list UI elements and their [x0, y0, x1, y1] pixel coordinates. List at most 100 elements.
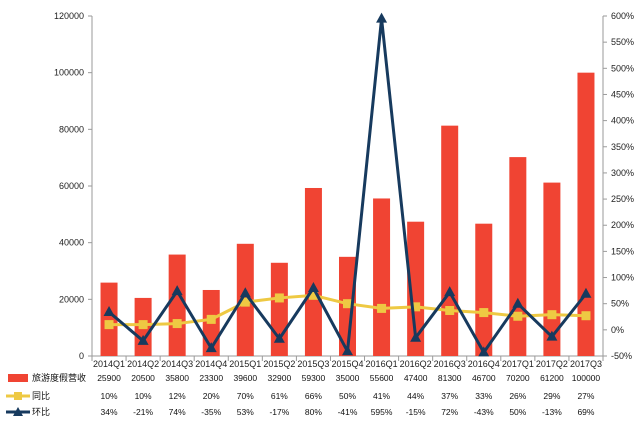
data-label-yoy: 10%	[135, 391, 152, 401]
left-tick-label: 80000	[59, 124, 84, 134]
data-label-qoq: -21%	[133, 407, 153, 417]
data-label-yoy: 26%	[509, 391, 526, 401]
right-tick-label: -50%	[611, 351, 632, 361]
legend-label-revenue: 旅游度假营收	[32, 372, 86, 384]
x-tick-label: 2016Q4	[468, 359, 500, 369]
x-tick-label: 2017Q1	[502, 359, 534, 369]
data-label-yoy: 33%	[475, 391, 492, 401]
data-label-revenue: 100000	[572, 373, 601, 383]
right-tick-label: 400%	[611, 116, 634, 126]
data-label-revenue: 39600	[233, 373, 257, 383]
point-qoq	[205, 342, 217, 353]
point-qoq	[342, 345, 353, 356]
point-qoq	[478, 346, 490, 357]
point-yoy	[172, 319, 182, 329]
data-label-yoy: 29%	[543, 391, 560, 401]
left-tick-label: 60000	[59, 181, 84, 191]
data-label-qoq: 50%	[509, 407, 526, 417]
data-label-qoq: 34%	[101, 407, 118, 417]
x-tick-label: 2014Q3	[161, 359, 193, 369]
data-label-yoy: 27%	[577, 391, 594, 401]
point-qoq	[137, 334, 149, 345]
left-tick-label: 40000	[59, 238, 84, 248]
axes-layer: 0 20000 40000 60000 80000 100000 120000 -50% 0% 5…	[54, 11, 634, 369]
bar-revenue	[577, 72, 595, 357]
x-tick-label: 2014Q1	[93, 359, 125, 369]
x-tick-label: 2016Q1	[366, 359, 398, 369]
data-label-yoy: 41%	[373, 391, 390, 401]
right-tick-label: 0%	[611, 325, 624, 335]
right-tick-label: 450%	[611, 89, 634, 99]
bar-revenue	[100, 282, 118, 356]
right-tick-label: 200%	[611, 220, 634, 230]
bar-revenue	[168, 254, 186, 356]
point-qoq	[376, 12, 388, 23]
point-yoy	[513, 311, 523, 321]
point-qoq	[171, 285, 183, 296]
data-label-qoq: 69%	[577, 407, 594, 417]
data-label-yoy: 50%	[339, 391, 356, 401]
point-yoy	[206, 314, 216, 324]
x-tick-label: 2015Q3	[297, 359, 329, 369]
point-yoy	[104, 320, 114, 330]
data-label-qoq: 595%	[371, 407, 393, 417]
point-qoq	[444, 286, 456, 297]
x-tick-label: 2015Q4	[331, 359, 363, 369]
data-label-qoq: 72%	[441, 407, 458, 417]
data-label-revenue: 32900	[268, 373, 292, 383]
data-label-qoq: -17%	[269, 407, 289, 417]
x-tick-label: 2014Q4	[195, 359, 227, 369]
lines-layer	[103, 12, 592, 357]
data-label-yoy: 70%	[237, 391, 254, 401]
right-tick-label: 50%	[611, 299, 629, 309]
point-yoy	[581, 311, 591, 321]
right-tick-label: 150%	[611, 246, 634, 256]
point-qoq	[410, 331, 422, 342]
data-label-qoq: -13%	[542, 407, 562, 417]
data-label-qoq: 80%	[305, 407, 322, 417]
right-tick-label: 550%	[611, 37, 634, 47]
point-yoy	[343, 299, 352, 309]
data-label-revenue: 59300	[302, 373, 326, 383]
right-tick-label: 100%	[611, 273, 634, 283]
data-label-revenue: 61200	[540, 373, 564, 383]
data-label-revenue: 25900	[97, 373, 121, 383]
bar-revenue	[475, 223, 493, 356]
data-label-yoy: 10%	[101, 391, 118, 401]
left-tick-label: 120000	[54, 11, 84, 21]
legend-label-qoq: 环比	[32, 406, 50, 418]
data-label-yoy: 44%	[407, 391, 424, 401]
data-label-yoy: 66%	[305, 391, 322, 401]
data-label-revenue: 20500	[131, 373, 155, 383]
data-label-revenue: 70200	[506, 373, 530, 383]
x-tick-label: 2017Q3	[570, 359, 602, 369]
x-tick-label: 2016Q2	[400, 359, 432, 369]
x-tick-label: 2016Q3	[434, 359, 466, 369]
point-yoy	[411, 302, 421, 312]
legend-swatch-revenue	[8, 374, 28, 382]
point-qoq	[580, 287, 592, 298]
x-tick-label: 2015Q2	[263, 359, 295, 369]
point-yoy	[240, 297, 250, 307]
point-qoq	[103, 306, 115, 317]
bar-revenue	[373, 198, 391, 356]
right-tick-label: 350%	[611, 142, 634, 152]
data-label-revenue: 46700	[472, 373, 496, 383]
point-yoy	[377, 303, 387, 313]
x-tick-label: 2017Q2	[536, 359, 568, 369]
right-tick-label: 250%	[611, 194, 634, 204]
data-label-revenue: 55600	[370, 373, 394, 383]
point-yoy	[138, 320, 148, 330]
data-label-revenue: 35800	[165, 373, 189, 383]
bar-revenue	[441, 125, 459, 357]
legend-swatch-qoq-marker	[13, 407, 23, 416]
left-tick-label: 20000	[59, 294, 84, 304]
point-qoq	[307, 282, 319, 292]
data-label-qoq: -41%	[338, 407, 358, 417]
data-label-yoy: 12%	[169, 391, 186, 401]
legend-label-yoy: 同比	[32, 390, 50, 402]
data-label-yoy: 37%	[441, 391, 458, 401]
